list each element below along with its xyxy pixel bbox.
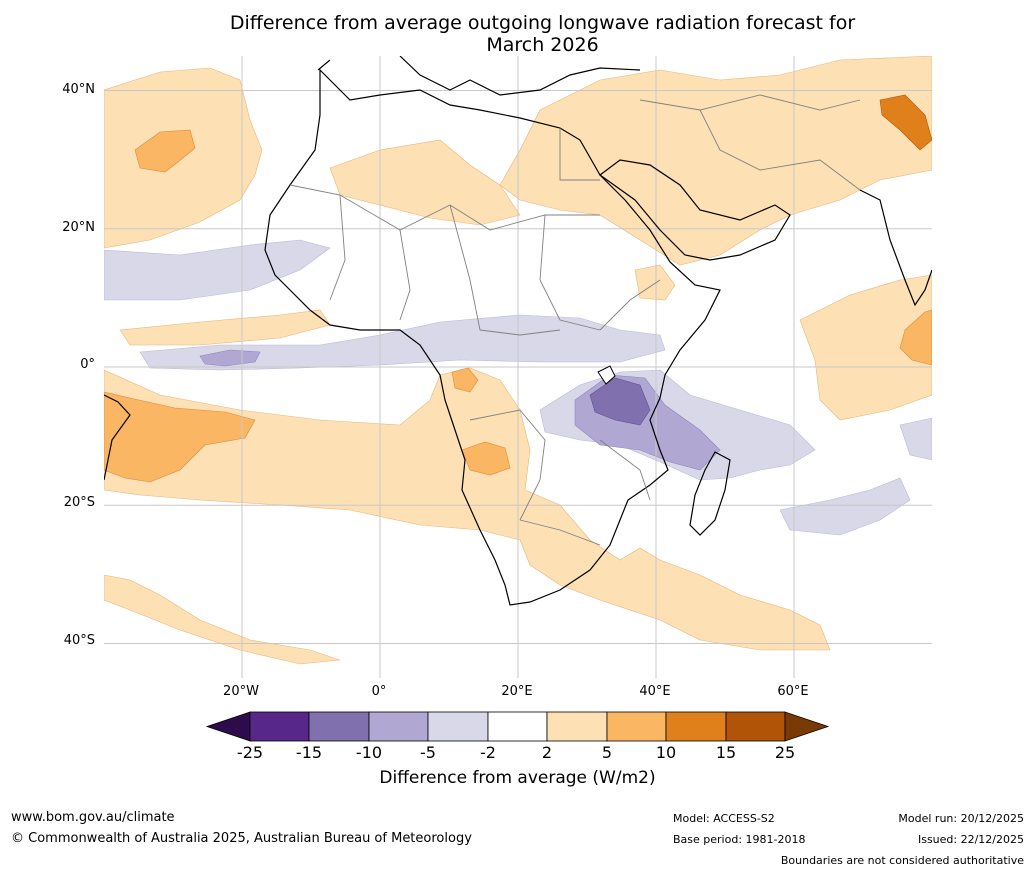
colorbar-bin [487, 711, 548, 742]
lat-label-40n: 40°N [62, 82, 95, 97]
cb-tick-9: 25 [774, 743, 796, 762]
anomaly-positive-arabia [499, 56, 932, 266]
lake-victoria [597, 365, 616, 385]
anomaly-negative-south-indian [779, 477, 911, 536]
colorbar-bin [308, 711, 370, 742]
lon-label-60e: 60°E [777, 684, 809, 699]
anomaly-positive-sahara [329, 139, 521, 226]
anomaly-positive-strong-angola [461, 441, 511, 476]
map-panel [104, 56, 932, 678]
title-line-1: Difference from average outgoing longwav… [229, 12, 856, 34]
cb-tick-4: -2 [480, 743, 496, 762]
title-line-2: March 2026 [486, 34, 599, 56]
cb-tick-6: 5 [601, 743, 613, 762]
model-name: Model: ACCESS-S2 [673, 812, 775, 825]
cb-tick-1: -15 [295, 743, 323, 762]
graticule [104, 56, 932, 678]
anomaly-negative-mid-guinea [199, 349, 261, 367]
europe-coastline [317, 56, 641, 96]
cb-tick-3: -5 [420, 743, 436, 762]
arabia-coastline [598, 159, 791, 261]
issued-date: Issued: 22/12/2025 [917, 833, 1024, 846]
anomaly-positive-north-eq-band [119, 309, 331, 346]
anomaly-positive-east-indian [799, 274, 932, 421]
anomaly-positive-strongest-himalaya [879, 94, 932, 151]
copyright-text: © Commonwealth of Australia 2025, Austra… [11, 831, 472, 846]
anomaly-negative-strong-east-africa [589, 377, 651, 426]
lat-label-0: 0° [80, 357, 95, 372]
anomaly-field [104, 56, 932, 665]
colorbar-bin [606, 711, 667, 742]
anomaly-positive-strong-atlantic-n [134, 129, 196, 173]
colorbar-bin [427, 711, 489, 742]
anomaly-negative-indian-east [899, 417, 932, 461]
cb-tick-8: 15 [715, 743, 737, 762]
colorbar-bin [725, 711, 786, 742]
anomaly-positive-strong-atlantic-s [104, 391, 256, 483]
website-link[interactable]: www.bom.gov.au/climate [11, 810, 175, 825]
cb-tick-5: 2 [541, 743, 553, 762]
cb-tick-0: -25 [236, 743, 264, 762]
cb-tick-7: 10 [655, 743, 677, 762]
lon-label-0: 0° [371, 684, 387, 699]
colorbar-bin [665, 711, 727, 742]
coastlines [104, 56, 932, 606]
colorbar-extend-high [784, 711, 830, 742]
model-run: Model run: 20/12/2025 [898, 812, 1024, 825]
colorbar-segments [205, 711, 830, 742]
lon-label-20e: 20°E [501, 684, 533, 699]
anomaly-positive-horn [634, 264, 676, 301]
india-coastline [859, 189, 932, 307]
colorbar-bin [368, 711, 429, 742]
colorbar-extend-low [205, 711, 251, 742]
anomaly-negative-tropical-atlantic [104, 239, 331, 301]
anomaly-negative-gulf-guinea [139, 314, 666, 371]
lakes [597, 365, 616, 385]
chart-title: Difference from average outgoing longwav… [120, 12, 965, 56]
cb-tick-2: -10 [355, 743, 383, 762]
lon-label-20w: 20°W [223, 684, 259, 699]
colorbar-bin [249, 711, 310, 742]
south-america-coastline [104, 394, 131, 481]
boundary-disclaimer: Boundaries are not considered authoritat… [780, 854, 1024, 867]
africa-coastline [264, 68, 721, 606]
anomaly-positive-strong-east-indian [899, 309, 932, 366]
lon-label-40e: 40°E [639, 684, 671, 699]
anomaly-positive-strong-gabon [451, 367, 479, 393]
lat-label-40s: 40°S [63, 633, 95, 648]
lat-label-20s: 20°S [63, 495, 95, 510]
colorbar-bin [546, 711, 608, 742]
country-borders [289, 94, 861, 546]
anomaly-positive-south-band [104, 574, 341, 665]
madagascar-coastline [689, 451, 731, 536]
colorbar-label: Difference from average (W/m2) [379, 768, 656, 788]
lat-label-20n: 20°N [62, 220, 95, 235]
base-period: Base period: 1981-2018 [673, 833, 806, 846]
